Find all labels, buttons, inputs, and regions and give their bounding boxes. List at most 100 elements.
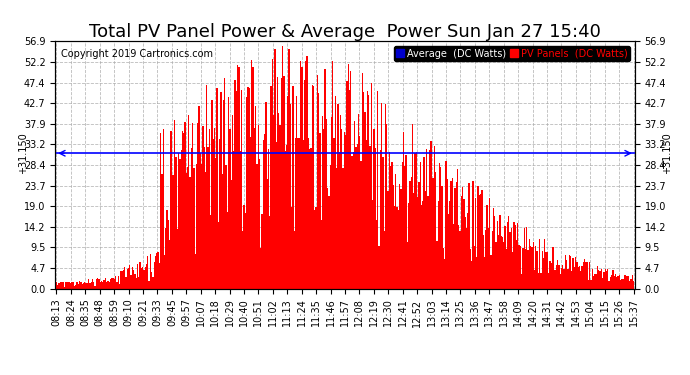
Bar: [486, 205, 488, 289]
Bar: [181, 130, 183, 289]
Bar: [266, 179, 268, 289]
Bar: [397, 210, 399, 289]
Bar: [309, 149, 310, 289]
Bar: [327, 188, 328, 289]
Bar: [592, 268, 593, 289]
Bar: [435, 172, 436, 289]
Bar: [315, 207, 317, 289]
Bar: [102, 282, 103, 289]
Bar: [551, 263, 552, 289]
Bar: [351, 156, 353, 289]
Bar: [79, 281, 80, 289]
Bar: [498, 236, 500, 289]
Bar: [616, 277, 618, 289]
Bar: [74, 286, 75, 289]
Bar: [500, 236, 502, 289]
Bar: [422, 201, 424, 289]
Bar: [348, 64, 349, 289]
Bar: [421, 205, 422, 289]
Bar: [141, 268, 142, 289]
Bar: [126, 269, 128, 289]
Bar: [418, 182, 420, 289]
Bar: [244, 206, 245, 289]
Bar: [602, 278, 603, 289]
Bar: [269, 216, 270, 289]
Bar: [612, 270, 613, 289]
Bar: [609, 281, 610, 289]
Bar: [515, 225, 516, 289]
Bar: [78, 284, 79, 289]
Bar: [586, 261, 588, 289]
Bar: [377, 91, 378, 289]
Bar: [403, 132, 404, 289]
Bar: [95, 286, 96, 289]
Bar: [326, 119, 327, 289]
Bar: [368, 94, 369, 289]
Bar: [302, 67, 303, 289]
Bar: [595, 274, 597, 289]
Bar: [436, 241, 437, 289]
Bar: [205, 172, 206, 289]
Bar: [220, 92, 221, 289]
Bar: [481, 190, 482, 289]
Bar: [494, 216, 495, 289]
Bar: [371, 83, 372, 289]
Bar: [385, 104, 386, 289]
Bar: [452, 178, 453, 289]
Bar: [358, 114, 359, 289]
Bar: [633, 281, 634, 289]
Bar: [59, 283, 60, 289]
Title: Total PV Panel Power & Average  Power Sun Jan 27 15:40: Total PV Panel Power & Average Power Sun…: [89, 23, 601, 41]
Bar: [62, 282, 63, 289]
Bar: [324, 69, 326, 289]
Bar: [63, 287, 65, 289]
Bar: [119, 284, 120, 289]
Bar: [453, 224, 454, 289]
Bar: [242, 231, 244, 289]
Bar: [115, 276, 116, 289]
Bar: [161, 174, 163, 289]
Bar: [629, 280, 630, 289]
Bar: [152, 277, 153, 289]
Bar: [177, 230, 178, 289]
Bar: [199, 106, 200, 289]
Bar: [335, 96, 336, 289]
Bar: [262, 214, 263, 289]
Bar: [206, 85, 208, 289]
Bar: [434, 146, 435, 289]
Bar: [128, 268, 129, 289]
Bar: [631, 275, 633, 289]
Bar: [303, 140, 304, 289]
Bar: [388, 152, 390, 289]
Bar: [603, 272, 604, 289]
Bar: [618, 276, 619, 289]
Bar: [101, 280, 102, 289]
Bar: [232, 115, 233, 289]
Bar: [480, 194, 481, 289]
Bar: [569, 255, 570, 289]
Bar: [153, 262, 155, 289]
Bar: [110, 279, 111, 289]
Bar: [319, 133, 321, 289]
Bar: [462, 186, 463, 289]
Bar: [548, 273, 549, 289]
Bar: [386, 124, 387, 289]
Bar: [476, 257, 477, 289]
Bar: [286, 145, 287, 289]
Bar: [408, 203, 409, 289]
Bar: [278, 113, 279, 289]
Bar: [92, 279, 93, 289]
Bar: [497, 220, 498, 289]
Bar: [98, 279, 99, 289]
Bar: [279, 125, 281, 289]
Bar: [57, 285, 59, 289]
Bar: [455, 182, 457, 289]
Bar: [228, 97, 229, 289]
Bar: [146, 264, 147, 289]
Bar: [318, 93, 319, 289]
Bar: [255, 106, 256, 289]
Bar: [90, 282, 92, 289]
Bar: [287, 96, 288, 289]
Bar: [538, 273, 539, 289]
Bar: [467, 213, 469, 289]
